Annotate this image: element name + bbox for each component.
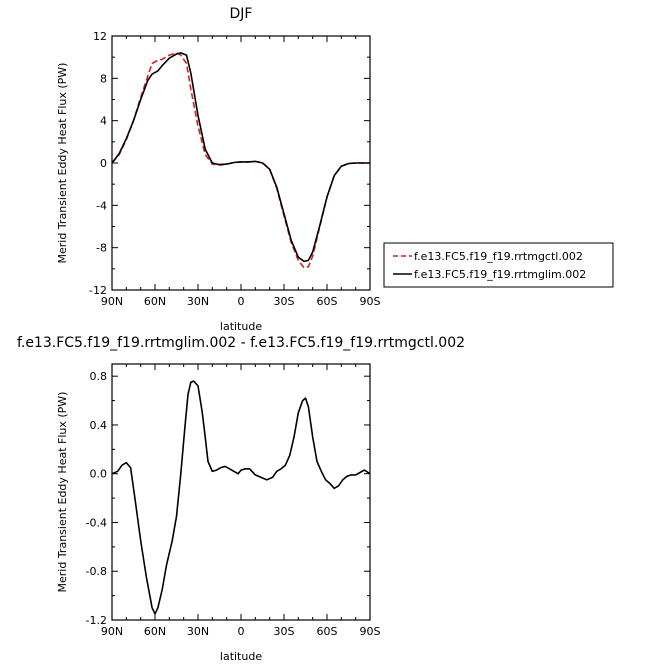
top-x-tick-label: 90N [101, 295, 123, 308]
top-y-tick-label: 0 [100, 157, 107, 170]
bottom-y-tick-label: 0.0 [90, 468, 108, 481]
top-x-tick-label: 60S [317, 295, 338, 308]
bottom-x-tick-label: 90N [101, 625, 123, 638]
bottom-x-axis-label: latitude [220, 650, 262, 663]
top-series-line-0 [111, 52, 370, 269]
bottom-plot-frame [111, 363, 371, 621]
bottom-x-tick-label: 0 [238, 625, 245, 638]
top-x-tick-label: 60N [144, 295, 166, 308]
bottom-panel-title: f.e13.FC5.f19_f19.rrtmglim.002 - f.e13.F… [17, 335, 465, 351]
top-y-tick-label: -8 [96, 242, 107, 255]
bottom-x-tick-label: 60N [144, 625, 166, 638]
top-x-tick-label: 30S [274, 295, 295, 308]
top-plot-frame [111, 35, 371, 291]
top-x-axis-label: latitude [220, 320, 262, 333]
bottom-x-tick-label: 30N [187, 625, 209, 638]
top-y-tick-label: -4 [96, 199, 107, 212]
top-panel: DJF 90N 60N 30N 0 30S 60S 90S 12 8 4 0 -4 -8 -12 lati… [56, 6, 614, 333]
bottom-y-tick-label: -1.2 [86, 614, 107, 627]
top-panel-title: DJF [230, 6, 253, 22]
top-x-tick-label: 30N [187, 295, 209, 308]
top-x-tick-label: 0 [238, 295, 245, 308]
top-series-line-1 [111, 52, 370, 263]
bottom-y-tick-label: 0.8 [90, 370, 108, 383]
bottom-y-tick-label: -0.8 [86, 565, 107, 578]
top-y-tick-label: -12 [89, 284, 107, 297]
legend-label-ctl: f.e13.FC5.f19_f19.rrtmgctl.002 [414, 250, 583, 263]
top-x-tick-label: 90S [360, 295, 381, 308]
legend-label-lim: f.e13.FC5.f19_f19.rrtmglim.002 [414, 268, 586, 281]
top-y-tick-label: 4 [100, 115, 107, 128]
top-y-axis-label: Merid Transient Eddy Heat Flux (PW) [56, 63, 69, 264]
bottom-y-tick-label: -0.4 [86, 516, 107, 529]
bottom-y-axis-label: Merid Transient Eddy Heat Flux (PW) [56, 392, 69, 593]
legend: f.e13.FC5.f19_f19.rrtmgctl.002 f.e13.FC5… [383, 242, 614, 288]
bottom-panel: f.e13.FC5.f19_f19.rrtmglim.002 - f.e13.F… [17, 335, 465, 663]
legend-box [383, 242, 614, 288]
bottom-series-line-0 [111, 380, 371, 615]
bottom-x-tick-label: 90S [360, 625, 381, 638]
bottom-x-tick-label: 60S [317, 625, 338, 638]
bottom-y-tick-label: 0.4 [90, 419, 108, 432]
bottom-x-tick-label: 30S [274, 625, 295, 638]
top-y-tick-label: 12 [93, 30, 107, 43]
top-y-tick-label: 8 [100, 72, 107, 85]
